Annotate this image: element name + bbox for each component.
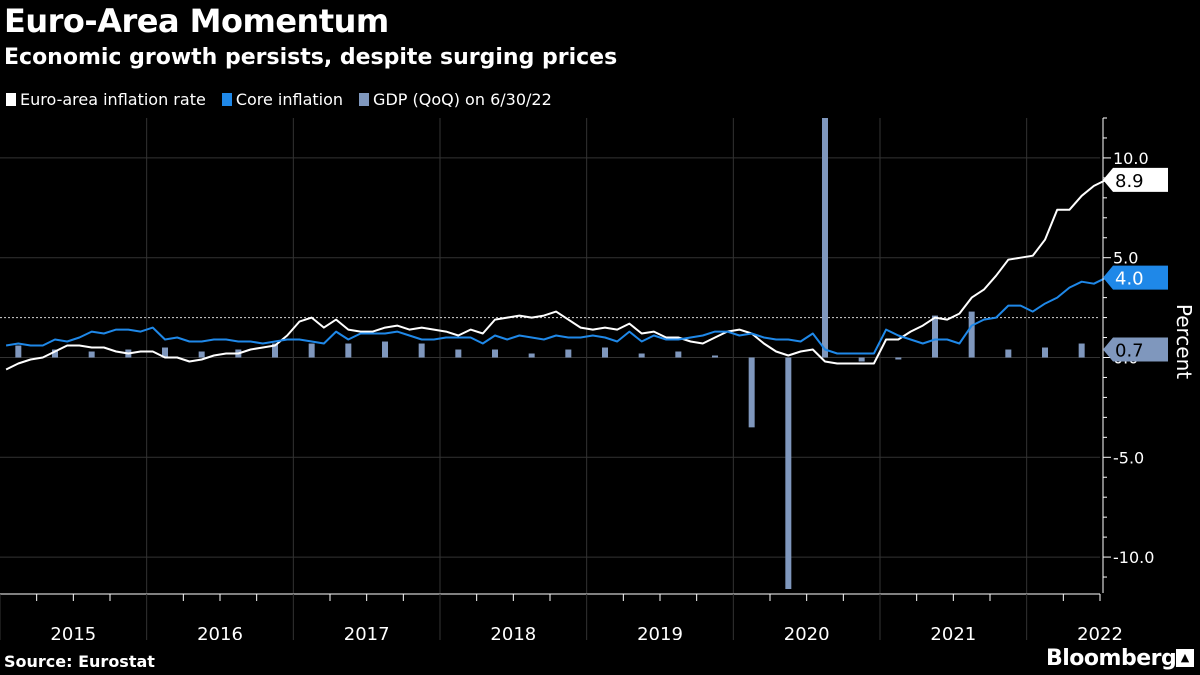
gdp-bar-2020Q3 — [822, 118, 828, 358]
gdp-bar-2019Q4 — [712, 355, 718, 358]
y-tick-label-0: 10.0 — [1113, 149, 1149, 168]
gdp-bar-2020Q2 — [785, 357, 792, 590]
core-end-label-text: 4.0 — [1115, 269, 1144, 290]
y-axis-title: Percent — [1172, 304, 1196, 379]
legend-swatch-inflation — [6, 93, 16, 106]
chart-title: Euro-Area Momentum — [4, 2, 389, 40]
legend-label-gdp: GDP (QoQ) on 6/30/22 — [373, 90, 552, 109]
x-tick-label-2021: 2021 — [930, 624, 976, 640]
gdp-bar-2022Q1 — [1042, 347, 1048, 358]
inflation-line — [5, 179, 1107, 371]
x-tick-label-2020: 2020 — [784, 624, 830, 640]
gdp-end-label-box — [1103, 337, 1168, 362]
legend: Euro-area inflation rate Core inflation … — [6, 90, 552, 109]
gdp-bar-2021Q1 — [895, 357, 902, 360]
gdp-bar-2016Q2 — [198, 351, 205, 358]
inflation-end-label-box — [1103, 167, 1168, 192]
x-tick-label-2019: 2019 — [637, 624, 683, 640]
gdp-bar-2021Q4 — [1005, 349, 1012, 358]
gdp-bar-2020Q1 — [748, 357, 755, 428]
gdp-bar-2017Q1 — [308, 343, 315, 358]
x-tick-label-2017: 2017 — [344, 624, 390, 640]
gdp-end-label-text: 0.7 — [1115, 341, 1144, 362]
bloomberg-terminal-icon: ▲ — [1176, 649, 1194, 667]
gdp-bar-2015Q2 — [52, 349, 58, 358]
gdp-bar-2016Q4 — [272, 343, 278, 358]
gdp-bar-2016Q1 — [162, 347, 168, 358]
chart-subtitle: Economic growth persists, despite surgin… — [4, 45, 618, 70]
legend-item-inflation: Euro-area inflation rate — [6, 90, 206, 109]
gdp-bar-2018Q4 — [565, 349, 572, 358]
gdp-bar-2015Q3 — [88, 351, 95, 358]
core-inflation-line — [5, 276, 1107, 355]
gdp-bar-2019Q2 — [638, 353, 645, 358]
gdp-bar-2017Q4 — [418, 343, 425, 358]
gdp-bar-2019Q1 — [602, 347, 608, 358]
gdp-bar-2022Q2 — [1078, 343, 1085, 358]
legend-item-gdp: GDP (QoQ) on 6/30/22 — [359, 90, 552, 109]
gdp-bar-2017Q2 — [345, 343, 352, 358]
y-tick-label-4: -10.0 — [1113, 548, 1154, 567]
source-note: Source: Eurostat — [4, 652, 155, 671]
legend-swatch-gdp — [359, 93, 370, 106]
gdp-end-label: 0.7 — [1103, 337, 1168, 362]
inflation-end-label: 8.9 — [1103, 167, 1168, 192]
x-tick-label-2015: 2015 — [50, 624, 96, 640]
x-tick-label-2022: 2022 — [1077, 624, 1123, 640]
gdp-bar-2020Q4 — [858, 357, 865, 362]
legend-swatch-core — [221, 93, 232, 106]
core-end-label-box — [1103, 265, 1168, 290]
gdp-bar-2018Q2 — [492, 349, 498, 358]
gdp-bar-2018Q1 — [455, 349, 462, 358]
x-tick-label-2018: 2018 — [490, 624, 536, 640]
legend-label-core: Core inflation — [235, 90, 344, 109]
gdp-bar-2021Q3 — [968, 311, 975, 358]
core-end-label: 4.0 — [1103, 265, 1168, 290]
gdp-bar-2021Q2 — [932, 315, 938, 358]
gdp-bar-2015Q1 — [15, 345, 22, 358]
chart-plot: 10.05.00.0-5.0-10.0Percent8.94.00.720152… — [0, 117, 1196, 640]
y-tick-label-1: 5.0 — [1113, 249, 1138, 268]
inflation-end-label-text: 8.9 — [1115, 171, 1144, 192]
legend-label-inflation: Euro-area inflation rate — [20, 90, 206, 109]
gdp-bar-2017Q3 — [382, 341, 388, 358]
y-tick-label-3: -5.0 — [1113, 448, 1144, 467]
bloomberg-logo: Bloomberg — [1046, 646, 1177, 671]
x-tick-label-2016: 2016 — [197, 624, 243, 640]
gdp-bar-2018Q3 — [528, 353, 535, 358]
gdp-bar-2019Q3 — [675, 351, 682, 358]
legend-item-core: Core inflation — [221, 90, 344, 109]
